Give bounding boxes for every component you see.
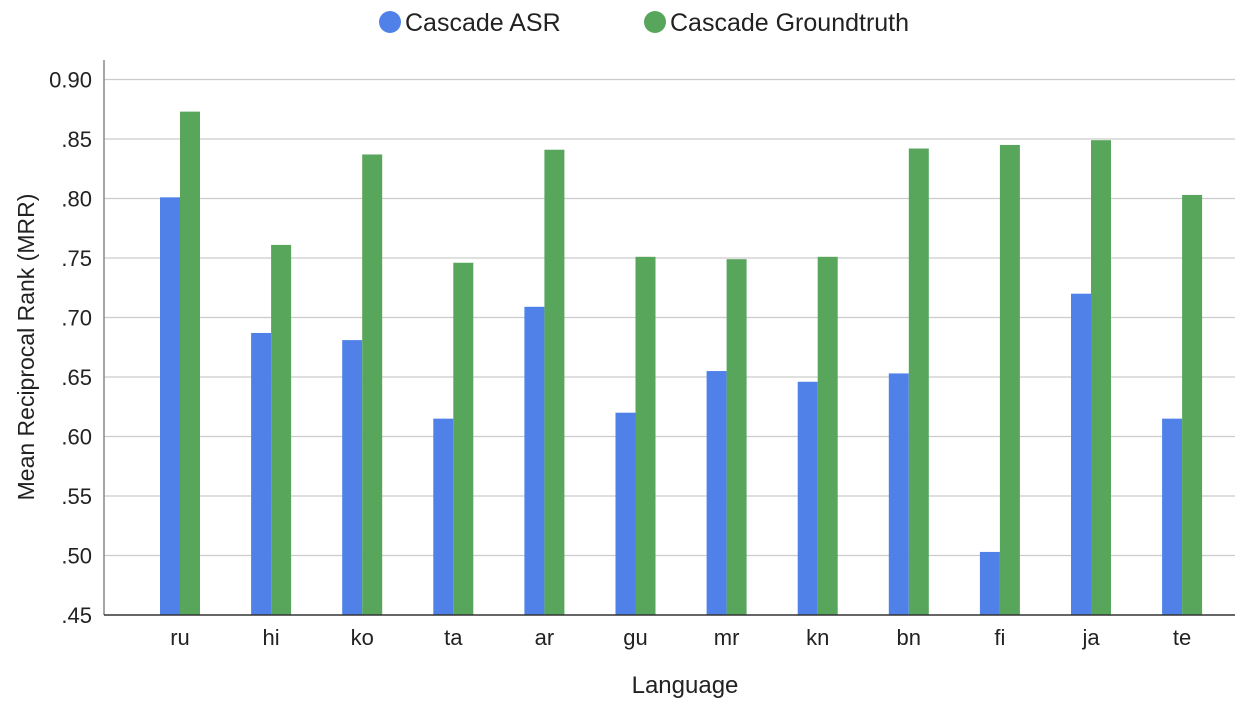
- bar-ja-asr: [1071, 293, 1091, 615]
- bar-hi-groundtruth: [271, 244, 292, 615]
- bar-ar-asr: [524, 306, 545, 615]
- bar-ta-asr: [433, 418, 454, 615]
- bars: [160, 111, 1203, 615]
- bar-fi-asr: [979, 551, 1000, 615]
- x-tick-label: te: [1173, 625, 1191, 650]
- bar-ko-asr: [342, 340, 363, 615]
- x-tick-label: ta: [444, 625, 463, 650]
- legend-marker: [379, 11, 401, 33]
- y-tick-label: .45: [61, 603, 92, 628]
- y-tick-label: .65: [61, 365, 92, 390]
- x-tick-label: fi: [994, 625, 1005, 650]
- bar-bn-asr: [888, 373, 909, 615]
- bar-te-groundtruth: [1182, 194, 1203, 615]
- x-tick-label: mr: [714, 625, 740, 650]
- y-tick-label: .75: [61, 246, 92, 271]
- x-tick-label: gu: [623, 625, 647, 650]
- x-tick-label: ko: [351, 625, 374, 650]
- x-tick-label: ru: [170, 625, 190, 650]
- bar-ru-asr: [160, 197, 180, 615]
- y-tick-label: .60: [61, 425, 92, 450]
- bar-ko-groundtruth: [362, 154, 383, 615]
- legend-label: Cascade Groundtruth: [670, 9, 909, 37]
- legend-label: Cascade ASR: [405, 9, 561, 37]
- bar-hi-asr: [251, 332, 272, 615]
- bar-kn-asr: [797, 381, 818, 615]
- x-tick-label: ja: [1081, 625, 1100, 650]
- axes: .45 .50 .55 .60 .65 .70 .75 .80 .85 0.90 ru hi ko ta a…: [49, 60, 1235, 650]
- bar-gu-asr: [615, 412, 636, 615]
- bar-gu-groundtruth: [635, 256, 656, 615]
- bar-kn-groundtruth: [817, 256, 838, 615]
- legend-marker: [644, 11, 666, 33]
- y-axis-label: Mean Reciprocal Rank (MRR): [13, 194, 39, 501]
- y-tick-label: .70: [61, 306, 92, 331]
- bar-bn-groundtruth: [908, 148, 929, 615]
- y-tick-label: .50: [61, 544, 92, 569]
- bar-ja-groundtruth: [1091, 140, 1111, 615]
- bar-te-asr: [1162, 418, 1183, 615]
- bar-ar-groundtruth: [544, 149, 565, 615]
- x-tick-label: ar: [535, 625, 555, 650]
- legend: Cascade ASR Cascade Groundtruth: [379, 9, 909, 37]
- x-tick-label: kn: [806, 625, 829, 650]
- bar-fi-groundtruth: [999, 144, 1020, 615]
- x-axis-label: Language: [632, 672, 739, 699]
- bar-mr-groundtruth: [726, 259, 747, 615]
- y-tick-label: .85: [61, 127, 92, 152]
- x-tick-label: bn: [897, 625, 921, 650]
- x-tick-label: hi: [263, 625, 280, 650]
- bar-ta-groundtruth: [453, 262, 474, 615]
- y-tick-label: .80: [61, 187, 92, 212]
- y-tick-label: 0.90: [49, 68, 92, 93]
- bar-ru-groundtruth: [180, 111, 200, 615]
- gridlines: [104, 78, 1235, 557]
- y-tick-label: .55: [61, 484, 92, 509]
- bar-mr-asr: [706, 371, 727, 615]
